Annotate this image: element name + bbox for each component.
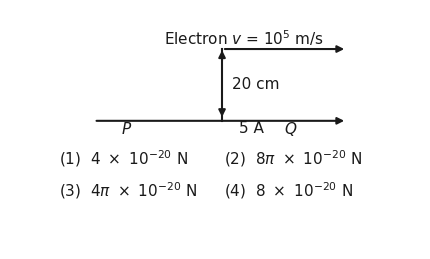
Text: 20 cm: 20 cm [232,77,280,92]
Text: (2)  $8\pi\ \times\ 10^{-20}$ N: (2) $8\pi\ \times\ 10^{-20}$ N [224,148,362,169]
Text: 5 A: 5 A [239,121,264,136]
Text: (3)  $4\pi\ \times\ 10^{-20}$ N: (3) $4\pi\ \times\ 10^{-20}$ N [59,180,197,201]
Text: (1)  $4\ \times\ 10^{-20}$ N: (1) $4\ \times\ 10^{-20}$ N [59,148,187,169]
Text: $Q$: $Q$ [284,120,297,138]
Text: (4)  $8\ \times\ 10^{-20}$ N: (4) $8\ \times\ 10^{-20}$ N [224,180,353,201]
Text: $P$: $P$ [122,121,132,137]
Text: Electron $v$ = 10$^{5}$ m/s: Electron $v$ = 10$^{5}$ m/s [164,28,324,48]
